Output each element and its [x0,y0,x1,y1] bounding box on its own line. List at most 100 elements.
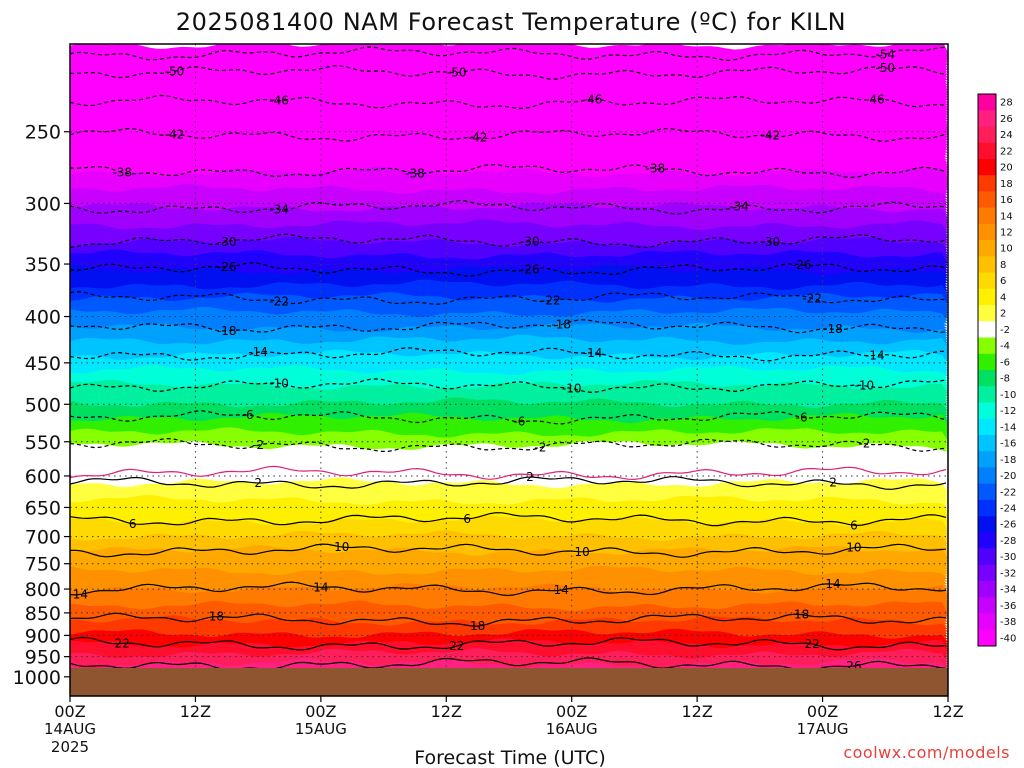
colorbar-swatch [978,175,996,192]
isotherm--26 [70,262,947,277]
y-tick-label: 350 [25,254,61,276]
isotherm-label: 18 [209,610,224,624]
isotherm-label: -22 [269,294,289,308]
colorbar-label: 10 [1000,244,1013,255]
isotherm--34 [70,199,947,215]
colorbar-label: -28 [1000,536,1016,547]
colorbar-swatch [978,581,996,598]
colorbar-swatch [978,353,996,371]
isotherm--14 [70,347,947,362]
colorbar-label: 20 [1000,163,1013,174]
colorbar-label: 18 [1000,179,1013,190]
isotherm-label: -46 [269,94,289,108]
x-tick-label: 00Z [807,702,838,721]
isotherm-label: -6 [513,415,525,429]
isotherm-label: 22 [449,639,464,653]
colorbar-label: -12 [1000,406,1016,417]
isotherm--38 [70,163,947,179]
colorbar-swatch [978,451,996,468]
colorbar-swatch [978,499,996,517]
isotherm-label: -10 [562,381,582,395]
isotherm--6 [70,410,947,425]
y-tick-label: 400 [25,307,61,329]
isotherm-label: -42 [165,128,185,142]
isotherm--18 [70,319,947,334]
colorbar-swatch [978,94,996,111]
colorbar-label: -20 [1000,471,1016,482]
isotherm-label: 10 [334,540,349,554]
colorbar-swatch [978,207,996,225]
y-tick-label: 1000 [13,667,61,689]
colorbar-label: 4 [1000,292,1006,303]
isotherm-label: 18 [470,619,485,633]
colorbar-label: -2 [1000,325,1010,336]
isotherm--2 [70,437,947,452]
isotherm-label: -30 [217,235,237,249]
x-tick-label: 12Z [180,702,211,721]
isotherm-22 [70,636,947,651]
colorbar-label: 26 [1000,114,1013,125]
isotherm-label: -6 [242,408,254,422]
isotherm-label: -2 [858,437,870,451]
isotherm-label: 2 [829,476,837,490]
x-tick-label: 12Z [681,702,712,721]
isotherm-10 [70,543,947,558]
colorbar-label: -18 [1000,455,1016,466]
colorbar-swatch [978,483,996,501]
x-year-label: 2025 [51,738,89,756]
colorbar-swatch [978,126,996,144]
colorbar-label: -8 [1000,374,1010,385]
isotherm-label: -22 [802,291,822,305]
isotherm-label: -10 [855,379,875,393]
isotherm-label: 14 [825,577,840,591]
temperature-fill [70,44,948,696]
y-tick-label: 800 [25,579,61,601]
isotherm-label: -38 [405,167,425,181]
x-tick-label: 00Z [556,702,587,721]
isotherm-label: -46 [583,92,603,106]
colorbar-label: -34 [1000,585,1016,596]
isotherm-label: -54 [875,47,895,61]
isotherm--50 [70,65,947,80]
isotherm-label: -6 [796,410,808,424]
isotherm-label: -18 [823,322,843,336]
colorbar-label: -22 [1000,487,1016,498]
colorbar-swatch [978,142,996,160]
credit-text: coolwx.com/models [843,743,1010,762]
isotherm--22 [70,291,947,305]
x-date-label: 14AUG [44,720,96,738]
y-tick-label: 550 [25,432,61,454]
isotherm-label: 6 [850,518,858,532]
colorbar-label: -38 [1000,617,1016,628]
colorbar-swatch [978,110,996,127]
colorbar-label: -6 [1000,357,1010,368]
colorbar-label: 8 [1000,260,1006,271]
y-tick-label: 300 [25,193,61,215]
colorbar-swatch [978,402,996,420]
isotherm-label: -30 [761,235,781,249]
colorbar-swatch [978,629,996,647]
colorbar-swatch [978,548,996,566]
colorbar-label: -4 [1000,341,1010,352]
x-tick-label: 12Z [932,702,963,721]
y-tick-label: 850 [25,603,61,625]
y-tick-label: 700 [25,527,61,549]
colorbar-swatch [978,337,996,355]
colorbar-swatch [978,158,996,176]
x-tick-label: 00Z [54,702,85,721]
isotherm-label: -2 [252,438,264,452]
colorbar-swatch [978,467,996,484]
y-tick-label: 750 [25,554,61,576]
colorbar-label: 12 [1000,228,1013,239]
isotherm-label: -26 [217,260,237,274]
x-date-label: 17AUG [797,720,849,738]
isotherm-label: 14 [73,587,88,601]
y-axis: 2503003504004505005506006507007508008509… [13,122,70,689]
y-tick-label: 250 [25,122,61,144]
isotherm-label: 22 [804,637,819,651]
isotherm-contours [70,46,947,672]
y-tick-label: 950 [25,647,61,669]
isotherm-label: 14 [554,583,569,597]
isotherm-label: -10 [269,376,289,390]
